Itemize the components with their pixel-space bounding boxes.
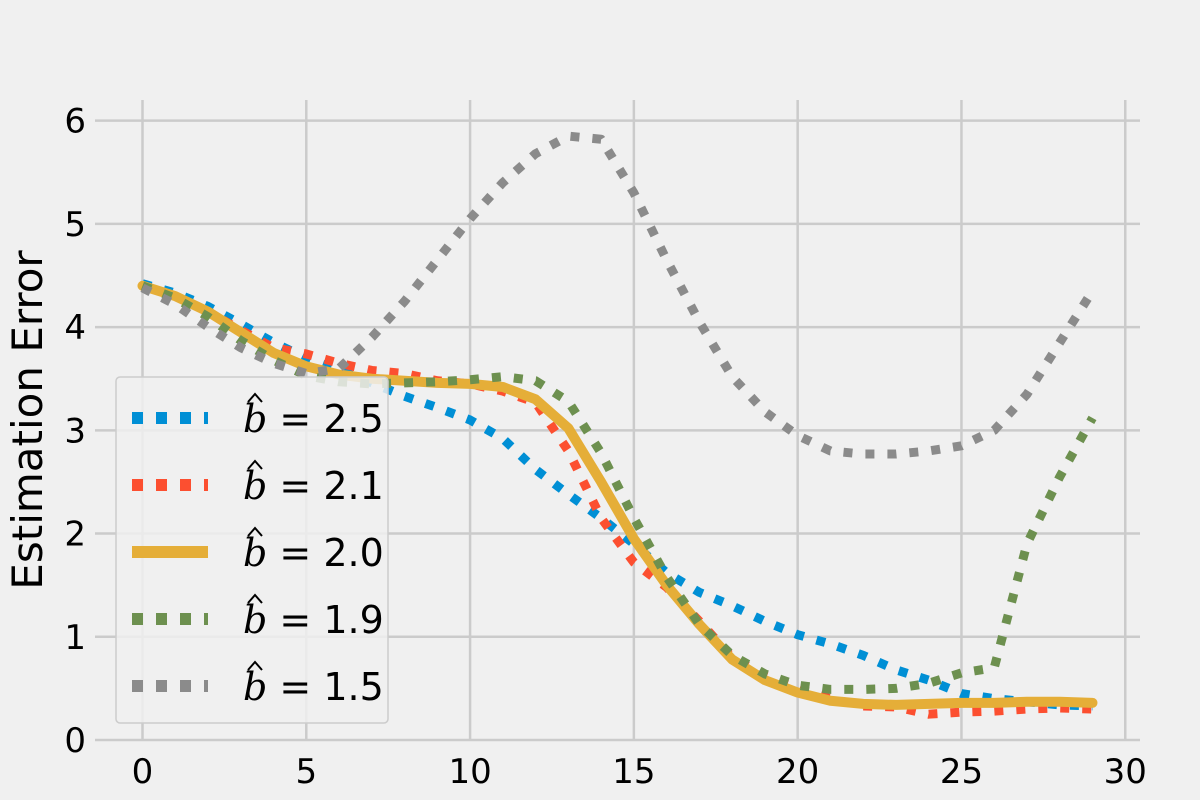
y-tick-label: 1 bbox=[64, 618, 86, 658]
y-tick-label: 5 bbox=[64, 205, 86, 245]
y-tick-label: 0 bbox=[64, 721, 86, 761]
y-tick-label: 3 bbox=[64, 411, 86, 451]
y-tick-label: 2 bbox=[64, 515, 86, 555]
x-tick-label: 30 bbox=[1104, 752, 1147, 792]
legend-label: b = 1.5 bbox=[243, 660, 384, 709]
hat-accent bbox=[247, 392, 263, 403]
series-line-2-0 bbox=[137, 280, 1098, 710]
hat-accent bbox=[247, 459, 263, 470]
series-lines bbox=[137, 131, 1098, 719]
y-tick-label: 6 bbox=[64, 102, 86, 142]
legend-box bbox=[115, 376, 389, 724]
hat-accent bbox=[247, 660, 263, 671]
hat-accent bbox=[247, 526, 263, 537]
legend-label-text: b = 2.5 bbox=[243, 397, 384, 441]
legend-label-text: b = 1.5 bbox=[243, 665, 384, 709]
legend-label-text: b = 2.1 bbox=[243, 464, 384, 508]
tick-labels: 0 5 10 15 20 25 30 0 1 2 3 4 5 6 bbox=[64, 102, 1147, 792]
x-tick-label: 10 bbox=[448, 752, 491, 792]
x-tick-label: 25 bbox=[940, 752, 983, 792]
y-axis-label: Estimation Error bbox=[3, 250, 52, 590]
x-tick-label: 20 bbox=[776, 752, 819, 792]
series-line-1-5 bbox=[140, 131, 1097, 459]
hat-accent bbox=[247, 593, 263, 604]
y-tick-label: 4 bbox=[64, 308, 86, 348]
legend: b = 2.5 b = 2.1 b = 2.0 b = 1.9 b = 1.5 bbox=[115, 376, 389, 724]
x-tick-label: 5 bbox=[295, 752, 317, 792]
legend-label: b = 2.5 bbox=[243, 392, 384, 441]
legend-label: b = 2.1 bbox=[243, 459, 384, 508]
x-tick-label: 15 bbox=[612, 752, 655, 792]
x-tick-label: 0 bbox=[132, 752, 154, 792]
legend-label: b = 1.9 bbox=[243, 593, 384, 642]
legend-label: b = 2.0 bbox=[243, 526, 384, 575]
legend-label-text: b = 1.9 bbox=[243, 598, 384, 642]
legend-label-text: b = 2.0 bbox=[243, 531, 384, 575]
series-line-2-1 bbox=[141, 281, 1093, 719]
